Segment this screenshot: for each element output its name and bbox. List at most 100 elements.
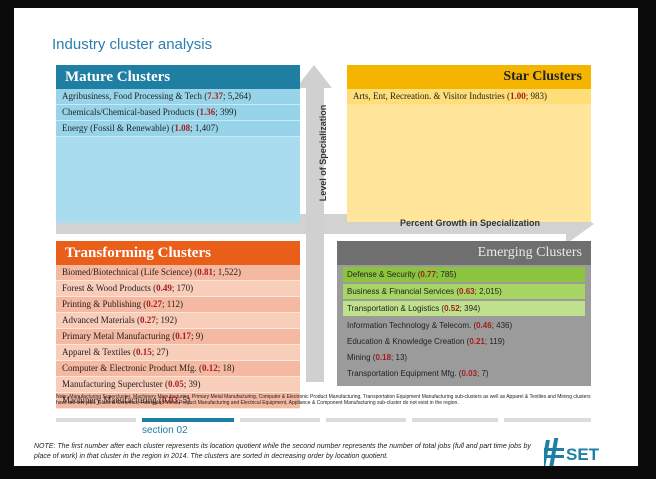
star-clusters-list: Arts, Ent, Recreation. & Visitor Industr… [347,89,591,104]
set-logo: SET [544,438,600,466]
mature-clusters-list: Agribusiness, Food Processing & Tech (7.… [56,89,300,137]
cluster-row: Transportation Equipment Mfg. (0.03; 7) [347,369,489,378]
total-jobs: 2,015 [479,287,500,296]
emerging-clusters-list: Defense & Security (0.77; 785) Business &… [337,267,591,381]
cluster-row: Machinery Manufacturing (0.03; 5) [56,393,300,409]
location-quotient: 0.18 [375,353,392,362]
cluster-row: Apparel & Textiles (0.15; 27) [56,345,300,361]
cluster-name: Arts, Ent, Recreation. & Visitor Industr… [353,91,505,101]
location-quotient: 1.08 [174,123,191,133]
cluster-row: Information Technology & Telecom. (0.46;… [347,321,513,330]
total-jobs: 27 [156,347,166,357]
cluster-row: Biomed/Biotechnical (Life Science) (0.81… [56,265,300,281]
cluster-name: Mining [347,353,371,362]
cluster-name: Biomed/Biotechnical (Life Science) [62,267,192,277]
total-jobs: 39 [188,379,198,389]
cluster-name: Forest & Wood Products [62,283,151,293]
location-quotient: 7.37 [207,91,223,101]
horizontal-axis-label: Percent Growth in Specialization [400,218,541,228]
location-quotient: 0.77 [420,270,436,279]
total-jobs: 7 [481,369,486,378]
cluster-row: Transportation & Logistics (0.52; 394) [343,301,585,316]
total-jobs: 13 [395,353,405,362]
location-quotient: 0.27 [146,299,163,309]
total-jobs: 399 [219,107,234,117]
location-quotient: 0.27 [139,315,156,325]
total-jobs: 1,407 [194,123,216,133]
cluster-name: Agribusiness, Food Processing & Tech [62,91,202,101]
total-jobs: 983 [530,91,545,101]
section-tab[interactable] [326,418,406,422]
location-quotient: 0.12 [201,363,218,373]
cluster-row: Manufacturing Supercluster (0.05; 39) [56,377,300,393]
section-tab[interactable] [412,418,498,422]
location-quotient: 0.52 [444,304,460,313]
cluster-row: Forest & Wood Products (0.49; 170) [56,281,300,297]
cluster-row: Advanced Materials (0.27; 192) [56,313,300,329]
location-quotient: 0.81 [197,267,213,277]
location-quotient: 0.46 [476,321,492,330]
location-quotient: 0.49 [156,283,172,293]
total-jobs: 5 [182,395,187,405]
cluster-name: Chemicals/Chemical-based Products [62,107,195,117]
total-jobs: 170 [176,283,191,293]
location-quotient: 0.15 [135,347,152,357]
mature-clusters-quadrant: Mature Clusters Agribusiness, Food Proce… [56,65,300,223]
cluster-name: Printing & Publishing [62,299,142,309]
cluster-row: Education & Knowledge Creation (0.21; 11… [347,337,505,346]
emerging-clusters-title: Emerging Clusters [337,241,591,265]
location-quotient: 1.00 [510,91,526,101]
section-label: section 02 [142,425,188,436]
cluster-name: Education & Knowledge Creation [347,337,465,346]
cluster-name: Manufacturing Supercluster [62,379,163,389]
cluster-row: Primary Metal Manufacturing (0.17; 9) [56,329,300,345]
logo-text: SET [566,445,600,464]
star-clusters-quadrant: Star Clusters Arts, Ent, Recreation. & V… [347,65,591,222]
cluster-name: Transportation Equipment Mfg. [347,369,457,378]
cluster-row: Arts, Ent, Recreation. & Visitor Industr… [347,89,591,104]
total-jobs: 785 [440,270,454,279]
slide: Industry cluster analysis Mature Cluster… [14,8,638,466]
total-jobs: 9 [195,331,201,341]
emerging-clusters-quadrant: Emerging Clusters Defense & Security (0.… [337,241,591,386]
total-jobs: 436 [496,321,510,330]
total-jobs: 18 [222,363,232,373]
location-quotient: 0.03 [161,395,178,405]
bottom-note: NOTE: The first number after each cluste… [34,443,531,460]
cluster-row: Defense & Security (0.77; 785) [343,267,585,282]
cluster-name: Transportation & Logistics [347,304,440,313]
cluster-name: Energy (Fossil & Renewable) [62,123,170,133]
section-tab-active[interactable] [142,418,234,422]
total-jobs: 5,264 [227,91,248,101]
cluster-row: Energy (Fossil & Renewable) (1.08; 1,407… [56,121,300,137]
vertical-axis-label: Level of Specialization [318,104,328,202]
cluster-name: Machinery Manufacturing [62,395,157,405]
transforming-clusters-quadrant: Transforming Clusters Biomed/Biotechnica… [56,241,300,409]
section-progress-tabs [56,418,591,423]
section-tab[interactable] [56,418,136,422]
cluster-name: Advanced Materials [62,315,135,325]
section-tab[interactable] [504,418,591,422]
cluster-row: Chemicals/Chemical-based Products (1.36;… [56,105,300,121]
location-quotient: 0.05 [167,379,184,389]
location-quotient: 0.03 [461,369,478,378]
location-quotient: 0.21 [469,337,485,346]
cluster-name: Information Technology & Telecom. [347,321,472,330]
cluster-row: Mining (0.18; 13) [347,353,408,362]
total-jobs: 192 [160,315,175,325]
location-quotient: 1.36 [199,107,216,117]
cluster-name: Defense & Security [347,270,416,279]
cluster-row: Business & Financial Services (0.63; 2,0… [343,284,585,299]
star-clusters-title: Star Clusters [347,65,591,89]
cluster-name: Computer & Electronic Product Mfg. [62,363,197,373]
total-jobs: 394 [464,304,478,313]
mature-clusters-title: Mature Clusters [56,65,300,89]
section-tab[interactable] [240,418,320,422]
total-jobs: 112 [166,299,180,309]
cluster-name: Business & Financial Services [347,287,455,296]
cluster-row: Printing & Publishing (0.27; 112) [56,297,300,313]
location-quotient: 0.63 [459,287,475,296]
cluster-row: Agribusiness, Food Processing & Tech (7.… [56,89,300,105]
page-title: Industry cluster analysis [52,36,213,53]
transforming-clusters-title: Transforming Clusters [56,241,300,265]
